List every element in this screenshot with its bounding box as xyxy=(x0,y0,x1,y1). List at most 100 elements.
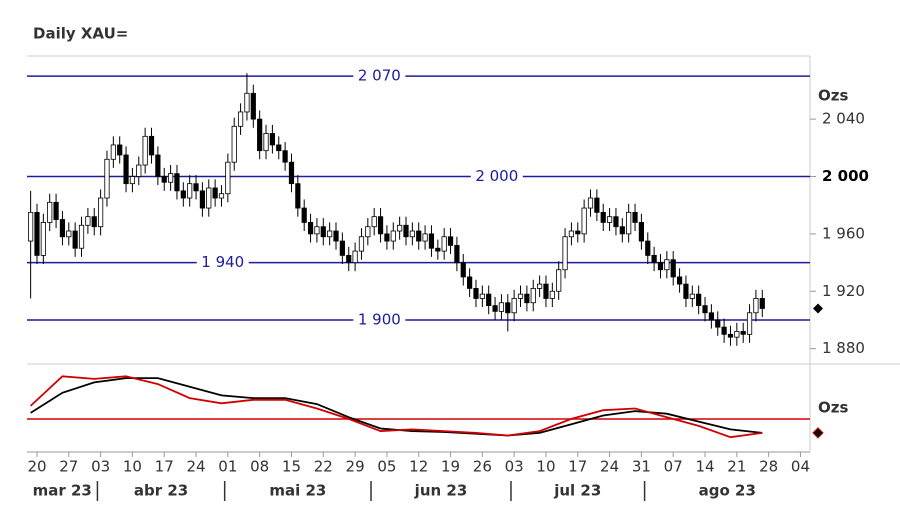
candle-body xyxy=(161,176,167,183)
x-tick-label: 21 xyxy=(727,458,746,476)
candle-body xyxy=(307,222,314,235)
candle-body xyxy=(435,247,441,252)
level-label-bg xyxy=(470,167,523,186)
candle-body xyxy=(263,133,269,152)
candle-body xyxy=(746,312,753,335)
candle-body xyxy=(333,230,339,242)
candle-body xyxy=(320,226,326,238)
candle-body xyxy=(142,135,148,166)
candle-body xyxy=(403,224,409,238)
candle-body xyxy=(467,276,473,289)
candle-body xyxy=(212,187,218,199)
level-label-bg xyxy=(353,67,406,86)
candle-body xyxy=(556,269,562,292)
candle-body xyxy=(562,236,568,271)
candle-body xyxy=(269,133,275,146)
candle-body xyxy=(295,183,301,209)
candle-body xyxy=(575,230,581,235)
candle-body xyxy=(511,298,517,314)
candle-body xyxy=(537,283,543,289)
x-tick-label: 08 xyxy=(250,458,269,476)
candle-body xyxy=(225,161,231,195)
candle-body xyxy=(734,331,740,338)
x-tick-label: 14 xyxy=(695,458,714,476)
candle-body xyxy=(155,154,161,177)
candle-body xyxy=(670,259,676,278)
candle-body xyxy=(479,293,485,299)
candle-body xyxy=(740,331,746,335)
candle-body xyxy=(632,211,638,223)
candle-body xyxy=(530,288,536,304)
x-tick-label: 03 xyxy=(91,458,110,476)
candle-body xyxy=(339,240,345,256)
candle-body xyxy=(231,125,237,163)
candle-body xyxy=(505,302,511,314)
candle-body xyxy=(187,183,193,199)
level-label-bg xyxy=(353,310,406,329)
x-tick-label: 26 xyxy=(473,458,492,476)
candle-body xyxy=(613,216,619,228)
level-label-bg xyxy=(196,253,249,272)
unit-label: Ozs xyxy=(818,87,848,105)
candle-body xyxy=(129,176,136,185)
x-tick-label: 15 xyxy=(282,458,301,476)
candle-body xyxy=(702,305,708,314)
candle-body xyxy=(568,230,575,238)
x-tick-label: 22 xyxy=(314,458,333,476)
level-label: 1 940 xyxy=(201,253,244,271)
x-tick-label: 01 xyxy=(218,458,237,476)
candle-body xyxy=(708,312,714,321)
x-tick-label: 20 xyxy=(27,458,46,476)
candle-body xyxy=(136,164,142,177)
oscillator-line xyxy=(30,377,763,437)
candle-body xyxy=(174,173,180,192)
x-tick-label: 03 xyxy=(505,458,524,476)
unit-label: Ozs xyxy=(818,399,848,417)
last-value-marker xyxy=(812,427,824,439)
candle-body xyxy=(377,216,384,235)
month-label: mar 23 xyxy=(33,482,92,500)
candle-body xyxy=(549,290,555,299)
candle-body xyxy=(683,283,689,299)
x-tick-label: 24 xyxy=(186,458,205,476)
x-tick-label: 27 xyxy=(59,458,78,476)
candle-body xyxy=(416,230,422,242)
x-tick-label: 31 xyxy=(632,458,651,476)
candle-body xyxy=(110,144,116,160)
candle-body xyxy=(301,207,307,223)
level-label: 2 000 xyxy=(475,167,518,185)
x-tick-label: 12 xyxy=(409,458,428,476)
candle-body xyxy=(53,201,59,220)
candle-body xyxy=(498,302,505,312)
x-tick-label: 05 xyxy=(377,458,396,476)
candle-body xyxy=(47,201,53,223)
x-tick-label: 17 xyxy=(568,458,587,476)
candle-body xyxy=(390,230,396,242)
candle-body xyxy=(447,236,454,246)
x-tick-label: 28 xyxy=(759,458,778,476)
candle-body xyxy=(28,211,34,242)
candle-body xyxy=(492,305,498,312)
x-tick-label: 17 xyxy=(155,458,174,476)
candle-body xyxy=(727,333,734,338)
candle-body xyxy=(638,222,645,242)
month-label: mai 23 xyxy=(269,482,326,500)
candle-body xyxy=(199,190,206,209)
x-tick-label: 24 xyxy=(600,458,619,476)
candle-body xyxy=(91,216,97,228)
candle-body xyxy=(657,262,664,271)
candle-body xyxy=(543,283,549,299)
candle-body xyxy=(721,326,727,335)
candle-body xyxy=(72,230,78,249)
candle-body xyxy=(40,222,46,256)
candle-body xyxy=(66,230,72,238)
y-tick-label: 1 960 xyxy=(822,224,865,242)
candle-body xyxy=(250,92,256,120)
y-tick-label: 2 000 xyxy=(822,167,869,185)
candle-body xyxy=(104,158,110,199)
level-label: 1 900 xyxy=(358,310,401,328)
month-label: jun 23 xyxy=(414,482,468,500)
candle-body xyxy=(358,236,365,252)
y-tick-label: 1 880 xyxy=(822,339,865,357)
